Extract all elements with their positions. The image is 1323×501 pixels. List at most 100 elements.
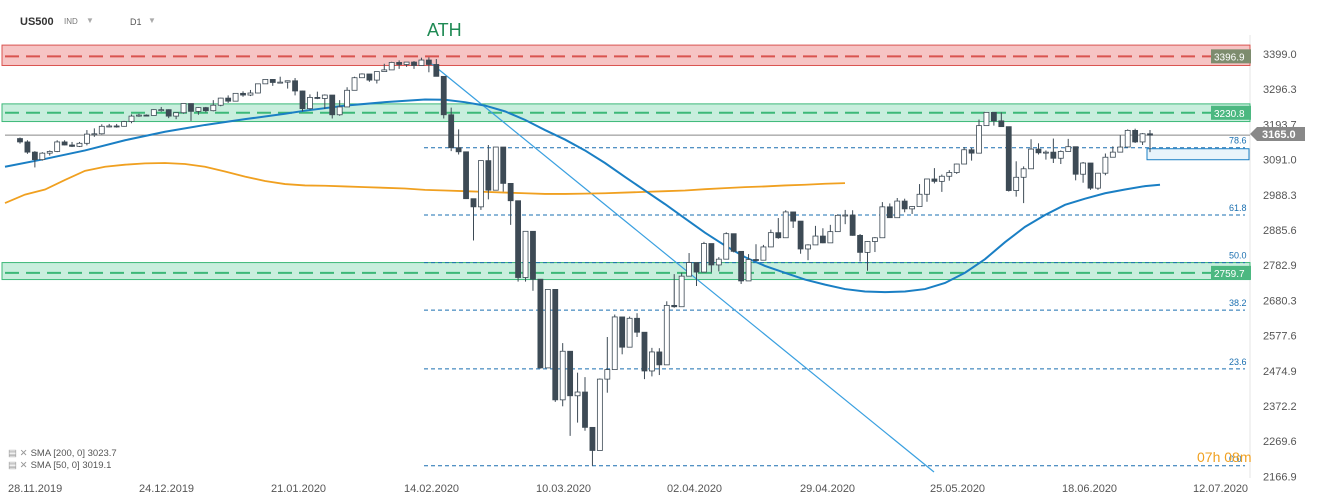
y-tick-label: 3296.3: [1263, 84, 1297, 96]
candle-body: [158, 109, 165, 112]
candle-body: [366, 73, 373, 81]
candle-body: [262, 79, 269, 85]
candle-body: [1035, 148, 1042, 154]
candle-body: [225, 97, 232, 102]
candle-body: [165, 109, 172, 117]
candle-body: [217, 97, 224, 106]
candle-body: [247, 92, 254, 96]
candle-body: [1065, 146, 1072, 152]
candle-body: [411, 61, 417, 66]
candle-body: [61, 141, 68, 146]
fibonacci-label: 38.2: [1229, 298, 1247, 308]
timeframe-selector[interactable]: D1: [130, 17, 142, 27]
candle-body: [872, 237, 878, 242]
candle-body: [373, 71, 380, 81]
candle-body: [723, 233, 730, 260]
fibonacci-label: 0.0: [1229, 454, 1242, 464]
chart-toolbar: US500 IND ▼ D1 ▼: [0, 0, 200, 40]
chevron-down-icon[interactable]: ▼: [86, 16, 94, 25]
candle-body: [976, 125, 982, 154]
candle-body: [745, 259, 752, 282]
candle-body: [210, 104, 217, 112]
candle-body: [321, 94, 328, 99]
candle-body: [819, 235, 826, 244]
candle-body: [604, 369, 611, 380]
candle-body: [961, 149, 968, 165]
current-price-label: 3165.0: [1262, 129, 1296, 141]
candle-body: [381, 69, 388, 73]
candle-body: [678, 275, 685, 308]
legend-item-sma200[interactable]: ▤ ✕ SMA [200, 0] 3023.7: [8, 448, 117, 460]
candle-body: [849, 214, 856, 236]
candle-body: [805, 244, 811, 250]
candle-body: [797, 220, 804, 250]
legend-item-sma50[interactable]: ▤ ✕ SMA [50, 0] 3019.1: [8, 460, 117, 472]
x-tick-label: 18.06.2020: [1062, 483, 1117, 495]
candle-body: [596, 378, 603, 451]
candle-body: [567, 350, 574, 397]
indicator-menu[interactable]: IND: [64, 17, 78, 26]
candle-body: [284, 80, 291, 83]
candle-body: [277, 81, 284, 84]
fibonacci-label: 23.6: [1229, 357, 1247, 367]
candle-body: [307, 97, 313, 110]
chevron-down-icon[interactable]: ▼: [148, 16, 156, 25]
legend-label: SMA [200, 0]: [30, 448, 85, 459]
candle-body: [128, 115, 135, 122]
x-tick-label: 10.03.2020: [536, 483, 591, 495]
candle-body: [537, 278, 544, 369]
candle-body: [544, 289, 551, 369]
candle-body: [440, 75, 447, 116]
level-tag: [1211, 49, 1251, 64]
candle-body: [857, 234, 863, 253]
legend-value: 3019.1: [82, 460, 112, 471]
eye-icon[interactable]: ▤ ✕: [8, 460, 28, 471]
candle-body: [1109, 151, 1116, 158]
candle-body: [455, 147, 462, 153]
candle-body: [938, 175, 945, 182]
candle-body: [359, 73, 365, 79]
candle-body: [507, 182, 514, 202]
candle-body: [433, 64, 440, 77]
candle-body: [827, 231, 834, 244]
candle-body: [98, 125, 105, 135]
candle-body: [351, 77, 358, 91]
candle-body: [730, 233, 737, 252]
x-tick-label: 21.01.2020: [271, 483, 326, 495]
candle-body: [1087, 162, 1094, 189]
candle-body: [1013, 176, 1020, 191]
candle-body: [269, 79, 276, 83]
candle-body: [715, 258, 722, 266]
level-tag-label: 3396.9: [1214, 52, 1245, 63]
candle-body: [522, 230, 529, 278]
candle-body: [403, 61, 410, 65]
candle-body: [990, 111, 997, 122]
candle-body: [1095, 172, 1101, 189]
symbol-label[interactable]: US500: [20, 16, 54, 28]
x-tick-label: 25.05.2020: [930, 483, 985, 495]
candle-body: [344, 89, 351, 108]
candle-body: [842, 214, 849, 217]
candle-body: [478, 160, 484, 208]
candle-body: [76, 142, 83, 147]
candle-body: [136, 114, 142, 117]
candle-body: [611, 316, 618, 371]
level-tag: [1211, 105, 1251, 120]
candle-body: [886, 206, 893, 219]
candle-body: [418, 59, 425, 66]
candle-body: [619, 316, 626, 348]
candle-body: [775, 232, 782, 239]
candle-body: [463, 151, 469, 200]
eye-icon[interactable]: ▤ ✕: [8, 448, 28, 459]
candle-body: [1147, 133, 1153, 136]
candle-body: [1080, 162, 1086, 175]
current-price-tag: [1250, 127, 1305, 141]
candle-body: [686, 262, 692, 277]
price-zone: [1, 44, 1251, 66]
price-box: [1146, 148, 1250, 161]
candle-body: [143, 114, 150, 117]
x-tick-label: 12.07.2020: [1193, 483, 1248, 495]
y-tick-label: 2372.2: [1263, 401, 1297, 413]
candle-body: [946, 172, 953, 177]
